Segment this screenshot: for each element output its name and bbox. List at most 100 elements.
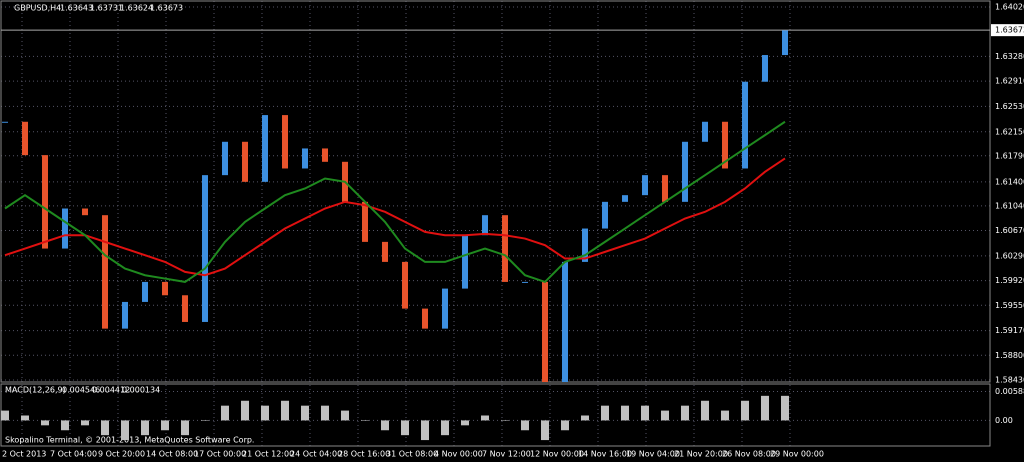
macd-bar [121,420,129,441]
price-label: 1.64020 [995,3,1024,12]
candle [402,261,408,309]
time-label: 7 Oct 04:00 [50,450,97,459]
macd-bar [341,410,349,421]
time-label: 21 Oct 12:00 [242,450,294,459]
macd-bar [501,420,509,421]
time-label: 26 Nov 08:00 [722,450,776,459]
macd-bar [641,405,649,421]
price-label: 1.60670 [995,226,1024,235]
candle [362,201,368,242]
time-label: 24 Oct 04:00 [290,450,342,459]
candle [302,148,308,169]
price-label: 1.62530 [995,102,1024,111]
macd-hist: 0.000134 [122,386,160,395]
main-frame [0,0,991,383]
moving-average [4,120,786,284]
time-label: 4 Nov 00:00 [434,450,483,459]
current-price-box [991,24,1024,37]
macd-tick: 0.005887 [995,387,1024,396]
candle [782,30,788,56]
macd-bar [21,415,29,421]
macd-bar [261,405,269,421]
candle [542,281,548,383]
close: 1.63673 [150,4,183,13]
candle [722,121,728,169]
macd-bar [221,405,229,421]
time-label: 2 Oct 2013 [2,450,46,459]
price-label: 1.58430 [995,376,1024,385]
macd-tick: 0.00 [995,416,1013,425]
candle [442,288,448,329]
candle [222,141,228,176]
candle [142,281,148,302]
price-label: 1.62910 [995,77,1024,86]
candle [322,148,328,162]
price-label: 1.61400 [995,177,1024,186]
time-label: 14 Oct 08:00 [146,450,198,459]
candle [762,55,768,82]
macd-bar [561,420,569,431]
time-label: 14 Nov 16:00 [578,450,632,459]
candle [742,81,748,169]
macd-bar [601,405,609,421]
price-label: 1.61040 [995,201,1024,210]
candle [622,195,628,202]
candle [502,215,508,282]
macd-bar [41,420,49,426]
candle [22,121,28,156]
candle [42,155,48,249]
macd-bar [241,400,249,421]
moving-average [4,157,786,277]
candle [562,261,568,383]
price-label: 1.62150 [995,127,1024,136]
macd-bar [361,420,369,421]
candle [102,215,108,329]
open: 1.63643 [60,4,93,13]
macd-bar [661,410,669,421]
macd-bar [461,420,469,426]
price-label: 1.59170 [995,326,1024,335]
macd-bar [721,410,729,421]
candle [2,121,8,123]
time-label: 19 Nov 04:00 [626,450,680,459]
time-label: 28 Oct 16:00 [338,450,390,459]
time-label: 31 Oct 08:00 [386,450,438,459]
candle [602,201,608,229]
candle [82,208,88,216]
macd-bar [301,405,309,421]
macd-bar [1,410,9,421]
candle [382,241,388,262]
macd-bar [621,405,629,421]
macd-bar [321,405,329,421]
macd-bar [281,400,289,421]
price-label: 1.63280 [995,52,1024,61]
macd-bar [541,420,549,441]
macd-bar [481,415,489,421]
time-label: 7 Nov 12:00 [482,450,531,459]
macd-bar [581,415,589,421]
candle [62,208,68,249]
candle [662,175,668,202]
macd-bar [781,395,789,421]
time-label: 29 Nov 00:00 [770,450,824,459]
candle [522,281,528,283]
footer: Skopalino Terminal, © 2001-2013, MetaQuo… [5,436,254,445]
macd-bar [681,405,689,421]
macd-bar [421,420,429,441]
candle [202,175,208,322]
macd-bar [201,420,209,421]
candle [462,235,468,289]
macd-bar [401,420,409,436]
symbol: GBPUSD,H4 [14,4,61,13]
macd-bar [441,420,449,436]
low: 1.63624 [120,4,153,13]
candle [702,121,708,142]
macd-bar [741,400,749,421]
macd-bar [381,420,389,431]
time-label: 9 Oct 20:00 [98,450,145,459]
price-label: 1.59550 [995,301,1024,310]
macd-bar [521,420,529,431]
candle [582,228,588,262]
macd-bar [81,420,89,426]
